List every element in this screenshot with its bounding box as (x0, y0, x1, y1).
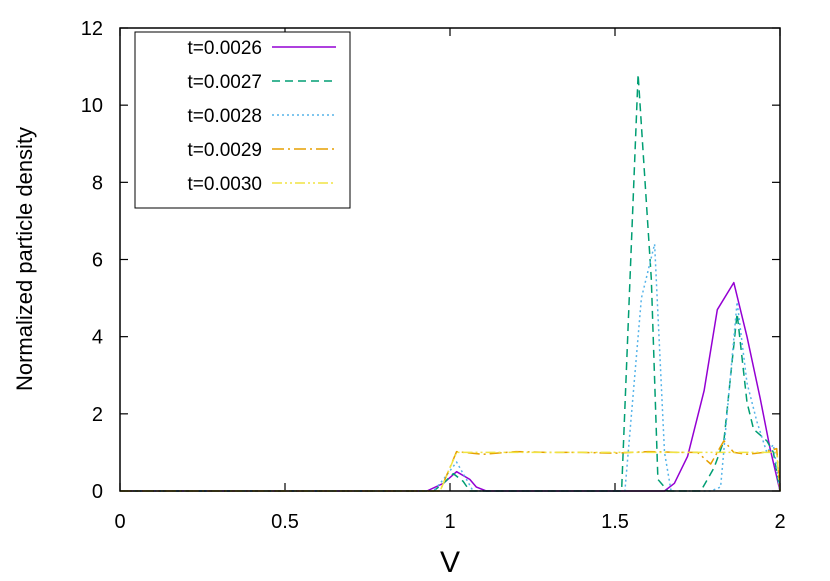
x-tick-label: 1 (444, 511, 455, 533)
legend-label-3: t=0.0028 (188, 106, 263, 127)
series-line-1 (120, 281, 781, 492)
series-line-3 (120, 243, 781, 492)
legend: t=0.0026 t=0.0027 t=0.0028 t=0.0029 t=0.0030 (134, 31, 351, 209)
y-tick-label: 8 (92, 172, 103, 194)
y-tick-label: 4 (92, 327, 103, 349)
series-layer (120, 73, 781, 492)
legend-label-4: t=0.0029 (188, 140, 263, 161)
y-tick-label: 6 (92, 250, 103, 272)
legend-label-2: t=0.0027 (188, 72, 263, 93)
y-tick-label: 12 (81, 18, 103, 40)
plot-frame (119, 27, 781, 492)
series-line-2 (120, 73, 781, 492)
y-axis-label: Normalized particle density (12, 127, 37, 391)
series-line-4 (120, 440, 781, 492)
y-tick-label: 10 (81, 95, 103, 117)
series-line-5 (120, 451, 781, 492)
x-axis-label: V (440, 546, 460, 579)
x-tick-label: 2 (774, 511, 785, 533)
x-tick-label: 0.5 (271, 511, 299, 533)
y-tick-label: 0 (92, 481, 103, 503)
y-tick-label: 2 (92, 404, 103, 426)
legend-label-1: t=0.0026 (188, 38, 263, 59)
x-tick-label: 0 (114, 511, 125, 533)
legend-box (134, 31, 351, 209)
legend-label-5: t=0.0030 (188, 174, 263, 195)
x-tick-label: 1.5 (601, 511, 629, 533)
